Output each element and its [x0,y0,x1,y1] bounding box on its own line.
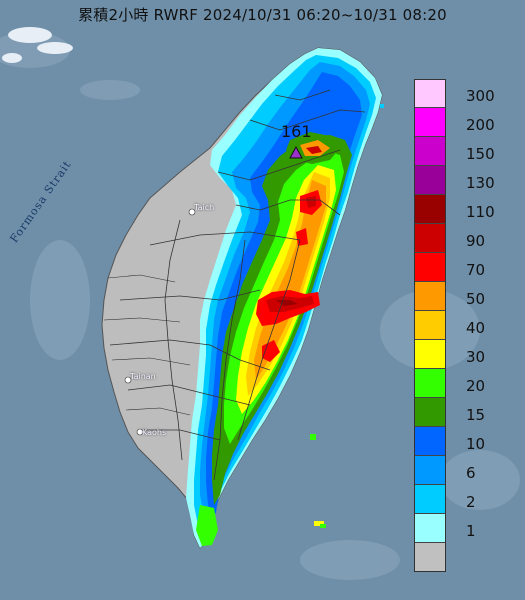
legend-swatch [414,224,446,253]
max-rain-marker-icon [289,145,303,159]
legend-swatch [414,514,446,543]
legend-label: 300 [466,87,495,105]
legend-label: 130 [466,174,495,192]
legend-label: 20 [466,377,486,395]
rain-band-70mm [256,190,322,362]
legend-swatch [414,79,446,108]
legend-swatch [414,427,446,456]
legend-swatch [414,311,446,340]
legend-label: 1 [466,522,476,540]
legend-swatch [414,543,446,572]
legend-swatch [414,166,446,195]
legend-label: 2 [466,493,476,511]
legend-swatch [414,485,446,514]
offshore-islands [310,104,384,528]
city-marker-taichung [188,208,196,216]
rivers [103,274,191,416]
legend-label: 70 [466,261,486,279]
city-label-kaohsiung: Kaohs [142,428,167,437]
legend-colorbar [414,79,446,572]
legend-label: 90 [466,232,486,250]
city-marker-kaohsiung [136,428,144,436]
legend-swatch [414,282,446,311]
legend-label: 6 [466,464,476,482]
rain-band-110mm [276,300,298,306]
clouds-topleft [2,27,73,63]
city-label-tainan: Tainan [130,372,156,381]
rain-south-tip [196,505,218,546]
sea-texture [0,32,520,580]
legend-swatch [414,137,446,166]
legend-swatch [414,398,446,427]
legend-label: 200 [466,116,495,134]
city-label-taichung: Taich [194,203,215,212]
rain-band-90mm [266,196,316,312]
legend-swatch [414,253,446,282]
legend-label: 50 [466,290,486,308]
legend-label: 40 [466,319,486,337]
legend-label: 150 [466,145,495,163]
legend-swatch [414,369,446,398]
legend-swatch [414,195,446,224]
max-rain-value: 161 [281,122,312,141]
city-markers [124,208,196,436]
legend-swatch [414,108,446,137]
legend-label: 110 [466,203,495,221]
rain-north-peak [306,146,322,154]
city-marker-tainan [124,376,132,384]
county-boundaries [109,89,366,481]
legend-swatch [414,456,446,485]
legend-swatch [414,340,446,369]
legend-label: 30 [466,348,486,366]
legend-label: 10 [466,435,486,453]
legend-label: 15 [466,406,486,424]
map-title: 累積2小時 RWRF 2024/10/31 06:20~10/31 08:20 [78,6,447,24]
